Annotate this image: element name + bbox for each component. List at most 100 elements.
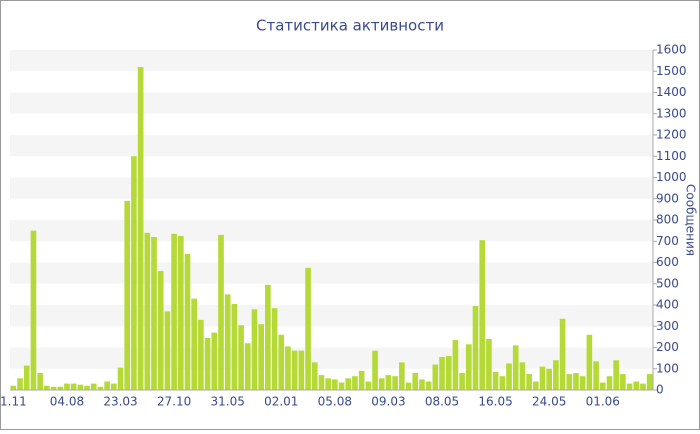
bar xyxy=(338,382,345,390)
bar xyxy=(646,374,653,390)
y-tick-label: 100 xyxy=(656,361,679,375)
y-tick-label: 0 xyxy=(656,383,664,397)
bar xyxy=(553,360,559,390)
bar xyxy=(586,334,593,390)
bar xyxy=(285,346,291,390)
bar xyxy=(271,308,278,390)
bar xyxy=(57,386,64,390)
grid-band xyxy=(10,135,653,157)
bar xyxy=(332,379,338,390)
bar xyxy=(84,385,90,390)
bar xyxy=(198,319,204,390)
bar xyxy=(606,376,613,390)
bar xyxy=(64,383,70,390)
bar xyxy=(90,383,97,390)
bar xyxy=(124,200,131,390)
bar xyxy=(419,379,425,390)
bar xyxy=(278,334,285,390)
bar xyxy=(311,362,318,390)
bar xyxy=(372,350,378,390)
bar xyxy=(492,371,499,390)
y-tick-label: 700 xyxy=(656,234,679,248)
y-tick-label: 1400 xyxy=(656,85,687,99)
bar xyxy=(539,366,546,390)
y-tick-label: 1000 xyxy=(656,170,687,184)
grid-band xyxy=(10,177,653,199)
bar xyxy=(459,373,465,390)
bar xyxy=(204,337,211,390)
x-tick-label: 01.06 xyxy=(586,395,620,409)
bar xyxy=(358,370,365,390)
bar xyxy=(573,373,579,390)
bar xyxy=(412,373,419,390)
bar xyxy=(593,361,599,390)
bar xyxy=(231,303,238,390)
bar xyxy=(30,230,37,390)
bar xyxy=(425,381,432,390)
bar xyxy=(526,374,532,390)
y-tick-label: 900 xyxy=(656,191,679,205)
bar xyxy=(620,374,626,390)
bar xyxy=(439,357,445,390)
bar xyxy=(117,367,124,390)
bar xyxy=(238,325,244,390)
bar xyxy=(640,383,646,390)
bar xyxy=(305,267,311,390)
bar xyxy=(452,340,459,390)
bar xyxy=(465,344,472,390)
bar xyxy=(244,343,251,390)
chart-title: Статистика активности xyxy=(256,17,444,35)
bar xyxy=(131,156,137,390)
bar xyxy=(111,383,117,390)
bar xyxy=(546,368,552,390)
x-tick-label: 24.05 xyxy=(532,395,566,409)
bar xyxy=(613,360,619,390)
grid-band xyxy=(10,347,653,369)
y-axis-label: Сообщения xyxy=(684,184,698,256)
bar xyxy=(177,235,184,390)
y-tick-label: 1300 xyxy=(656,106,687,120)
y-tick-label: 300 xyxy=(656,319,679,333)
bar xyxy=(532,381,539,390)
bar xyxy=(378,378,385,390)
bar xyxy=(258,324,264,390)
y-tick-label: 500 xyxy=(656,276,679,290)
bar xyxy=(291,350,298,390)
bar xyxy=(385,375,392,390)
bar xyxy=(23,365,30,390)
y-tick-label: 1100 xyxy=(656,149,687,163)
bar xyxy=(405,382,412,390)
bar xyxy=(211,332,218,390)
y-tick-label: 200 xyxy=(656,340,679,354)
bar xyxy=(184,254,191,390)
bar xyxy=(479,240,486,390)
y-tick-label: 1200 xyxy=(656,128,687,142)
bar xyxy=(251,309,258,390)
bar xyxy=(519,362,526,390)
bar xyxy=(10,385,17,390)
y-tick-label: 600 xyxy=(656,255,679,269)
bar xyxy=(559,318,566,390)
bar xyxy=(298,350,305,390)
x-tick-label: 09.03 xyxy=(371,395,405,409)
bar xyxy=(104,381,110,390)
y-tick-label: 1500 xyxy=(656,64,687,78)
bar xyxy=(137,67,144,390)
x-tick-label: 04.08 xyxy=(50,395,84,409)
bar xyxy=(44,385,50,390)
y-tick-label: 400 xyxy=(656,298,679,312)
bar xyxy=(265,284,271,390)
bar xyxy=(164,311,171,390)
grid-band xyxy=(10,305,653,327)
bar xyxy=(218,234,224,390)
bar xyxy=(506,363,512,390)
bar xyxy=(325,378,331,390)
bar xyxy=(318,375,325,390)
grid-band xyxy=(10,50,653,72)
bar xyxy=(77,384,84,390)
x-tick-label: 31.05 xyxy=(211,395,245,409)
bar xyxy=(599,382,606,390)
bar xyxy=(633,381,640,390)
bar xyxy=(151,237,157,390)
bar xyxy=(352,376,358,390)
